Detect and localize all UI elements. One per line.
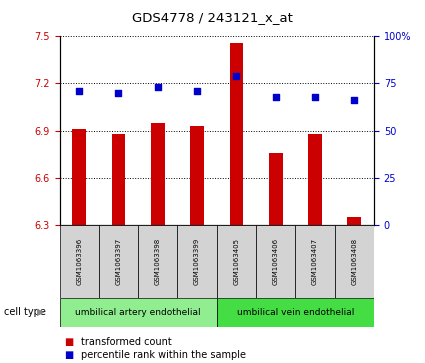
Bar [348,217,361,225]
Text: ■: ■ [64,337,73,347]
Bar [190,126,204,225]
Bar [217,298,374,327]
Bar [335,225,374,298]
Text: GSM1063397: GSM1063397 [116,238,122,285]
Bar [230,42,243,225]
Point [194,88,201,94]
Text: GSM1063408: GSM1063408 [351,238,357,285]
Text: transformed count: transformed count [81,337,172,347]
Bar [112,134,125,225]
Text: GSM1063405: GSM1063405 [233,238,239,285]
Bar [178,225,217,298]
Bar [60,225,99,298]
Text: ▶: ▶ [37,307,44,317]
Point [76,88,82,94]
Bar [269,153,283,225]
Bar [72,129,86,225]
Point [115,90,122,96]
Text: ■: ■ [64,350,73,360]
Text: GSM1063398: GSM1063398 [155,238,161,285]
Point [351,98,358,103]
Bar [99,225,138,298]
Text: GSM1063399: GSM1063399 [194,238,200,285]
Text: percentile rank within the sample: percentile rank within the sample [81,350,246,360]
Text: umbilical vein endothelial: umbilical vein endothelial [237,308,354,317]
Point [154,84,161,90]
Text: GDS4778 / 243121_x_at: GDS4778 / 243121_x_at [132,11,293,24]
Text: umbilical artery endothelial: umbilical artery endothelial [75,308,201,317]
Bar [308,134,322,225]
Bar [151,123,164,225]
Bar [295,225,335,298]
Point [233,73,240,79]
Text: GSM1063407: GSM1063407 [312,238,318,285]
Point [312,94,318,99]
Bar [217,225,256,298]
Text: GSM1063406: GSM1063406 [273,238,279,285]
Bar [256,225,295,298]
Bar [138,225,178,298]
Bar [60,298,217,327]
Text: cell type: cell type [4,307,46,317]
Point [272,94,279,99]
Text: GSM1063396: GSM1063396 [76,238,82,285]
